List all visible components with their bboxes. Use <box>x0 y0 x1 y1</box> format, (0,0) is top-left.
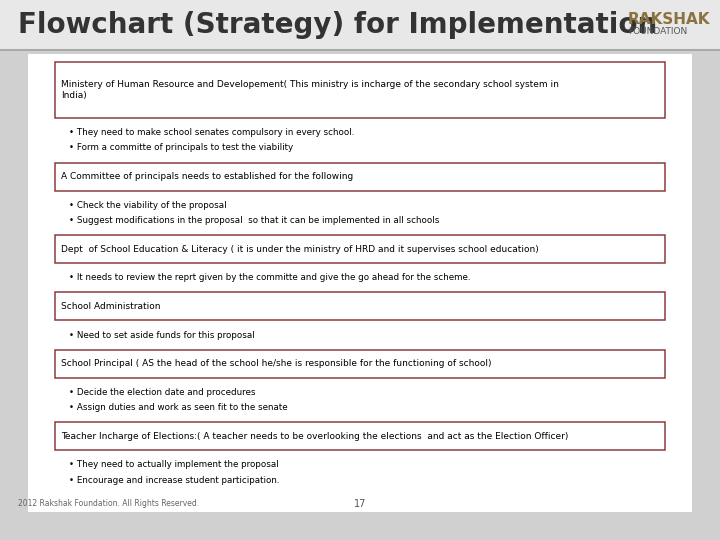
FancyBboxPatch shape <box>0 0 720 50</box>
Text: Dept  of School Education & Literacy ( it is under the ministry of HRD and it su: Dept of School Education & Literacy ( it… <box>61 245 539 254</box>
Text: A Committee of principals needs to established for the following: A Committee of principals needs to estab… <box>61 172 354 181</box>
Text: • Assign duties and work as seen fit to the senate: • Assign duties and work as seen fit to … <box>69 403 287 412</box>
Text: 17: 17 <box>354 499 366 509</box>
Text: RAKSHAK: RAKSHAK <box>628 12 711 28</box>
FancyBboxPatch shape <box>55 235 665 263</box>
Text: • Form a committe of principals to test the viability: • Form a committe of principals to test … <box>69 144 293 152</box>
Text: • They need to actually implement the proposal: • They need to actually implement the pr… <box>69 461 279 469</box>
FancyBboxPatch shape <box>55 62 665 118</box>
Text: • It needs to review the reprt given by the committe and give the go ahead for t: • It needs to review the reprt given by … <box>69 273 470 282</box>
Text: • Suggest modifications in the proposal  so that it can be implemented in all sc: • Suggest modifications in the proposal … <box>69 216 439 225</box>
Text: • They need to make school senates compulsory in every school.: • They need to make school senates compu… <box>69 128 354 137</box>
Text: • Check the viability of the proposal: • Check the viability of the proposal <box>69 201 227 210</box>
Text: • Decide the election date and procedures: • Decide the election date and procedure… <box>69 388 256 397</box>
Text: School Principal ( AS the head of the school he/she is responsible for the funct: School Principal ( AS the head of the sc… <box>61 359 492 368</box>
Text: Flowchart (Strategy) for Implementation: Flowchart (Strategy) for Implementation <box>18 11 657 39</box>
Text: Teacher Incharge of Elections:( A teacher needs to be overlooking the elections : Teacher Incharge of Elections:( A teache… <box>61 432 568 441</box>
Text: School Administration: School Administration <box>61 302 161 311</box>
Text: FOUNDATION: FOUNDATION <box>628 28 688 37</box>
FancyBboxPatch shape <box>55 293 665 320</box>
FancyBboxPatch shape <box>28 54 692 512</box>
Text: • Encourage and increase student participation.: • Encourage and increase student partici… <box>69 476 279 485</box>
FancyBboxPatch shape <box>55 350 665 377</box>
Text: Ministery of Human Resource and Developement( This ministry is incharge of the s: Ministery of Human Resource and Develope… <box>61 80 559 100</box>
FancyBboxPatch shape <box>55 422 665 450</box>
Text: • Need to set aside funds for this proposal: • Need to set aside funds for this propo… <box>69 330 255 340</box>
Text: 2012 Rakshak Foundation. All Rights Reserved.: 2012 Rakshak Foundation. All Rights Rese… <box>18 500 199 509</box>
FancyBboxPatch shape <box>55 163 665 191</box>
